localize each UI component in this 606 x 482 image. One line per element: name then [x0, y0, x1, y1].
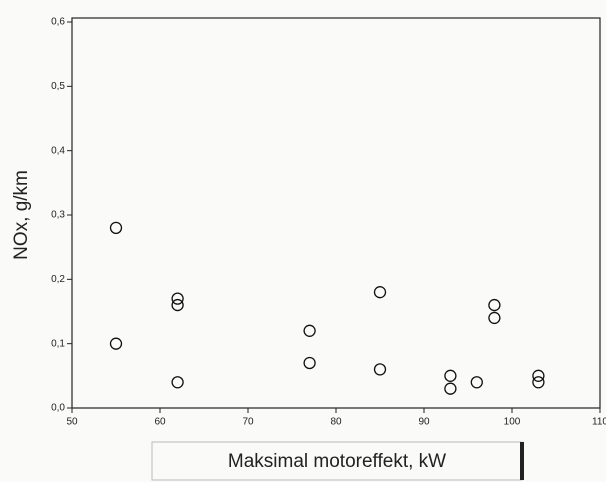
point	[303, 356, 316, 370]
x-tick-label: 80	[330, 417, 342, 428]
point	[373, 363, 387, 376]
point	[488, 311, 501, 325]
y-tick-label: 0,0	[51, 403, 65, 414]
point	[109, 221, 123, 235]
y-tick-label: 0,1	[51, 338, 65, 349]
x-tick-label: 110	[592, 417, 606, 428]
point	[373, 286, 387, 299]
point	[171, 292, 184, 305]
point	[444, 369, 457, 382]
y-tick-label: 0,4	[51, 145, 65, 156]
point	[109, 337, 123, 350]
x-axis-label: Maksimal motoreffekt, kW	[228, 451, 446, 472]
point	[444, 382, 457, 395]
y-tick-label: 0,6	[51, 17, 65, 28]
point	[171, 376, 184, 389]
x-tick-label: 70	[242, 417, 254, 428]
x-tick-label: 90	[418, 417, 430, 428]
x-tick-label: 100	[504, 417, 521, 428]
x-tick-label: 50	[66, 417, 78, 428]
x-tick-label: 60	[154, 417, 166, 428]
y-tick-label: 0,2	[51, 274, 65, 285]
y-tick-label: 0,5	[51, 81, 65, 92]
point	[532, 376, 545, 389]
y-tick-label: 0,3	[51, 210, 65, 221]
point	[532, 369, 545, 382]
y-axis-label: NOx, g/km	[11, 170, 32, 260]
plot-frame	[71, 17, 601, 409]
point	[488, 298, 501, 312]
point	[303, 324, 316, 337]
point	[470, 376, 483, 389]
point	[171, 298, 184, 312]
